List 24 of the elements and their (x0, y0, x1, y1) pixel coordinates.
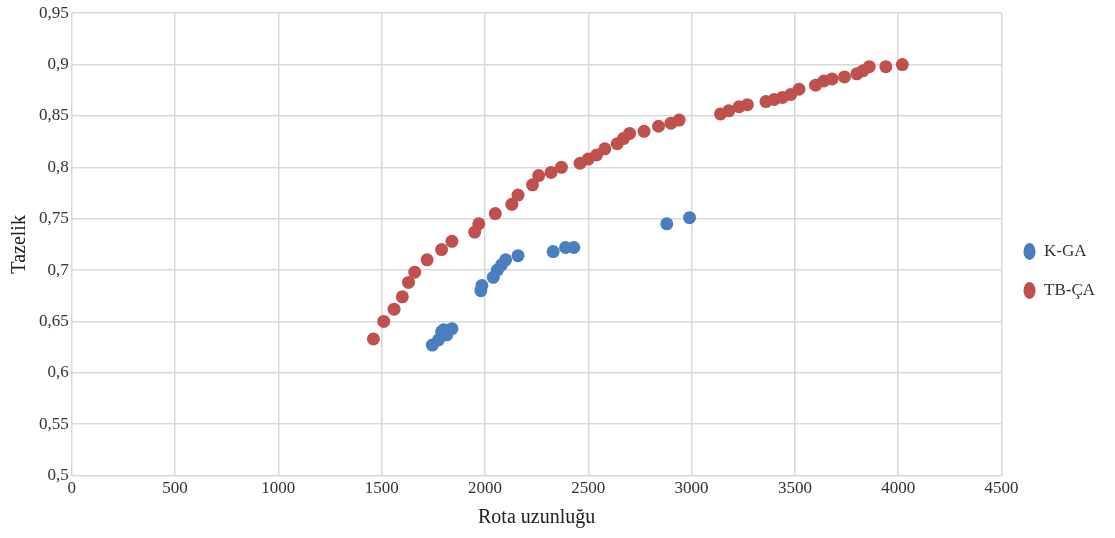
y-tick-label: 0,85 (39, 105, 69, 125)
y-tick-label: 0,65 (39, 310, 69, 330)
x-tick-label: 4000 (881, 478, 916, 498)
y-tick-label: 0,75 (39, 208, 69, 228)
x-tick-label: 3500 (777, 478, 812, 498)
y-tick-label: 0,9 (47, 54, 69, 74)
legend-label: TB-ÇA (1044, 279, 1096, 299)
y-tick-label: 0,6 (47, 362, 69, 382)
y-tick-label: 0,8 (47, 156, 69, 176)
y-tick-label: 0,5 (47, 465, 69, 485)
x-axis-title: Rota uzunluğu (478, 505, 596, 529)
y-tick-label: 0,95 (39, 2, 69, 22)
x-tick-label: 1000 (261, 478, 296, 498)
x-tick-label: 2000 (467, 478, 502, 498)
x-tick-label: 1500 (364, 478, 399, 498)
x-tick-label: 500 (162, 478, 188, 498)
x-tick-label: 4500 (984, 478, 1019, 498)
y-tick-label: 0,55 (39, 413, 69, 433)
legend-label: K-GA (1044, 240, 1088, 260)
x-tick-label: 2500 (571, 478, 606, 498)
x-tick-label: 0 (67, 478, 76, 498)
y-axis-title: Tazelik (7, 215, 30, 274)
x-tick-label: 3000 (674, 478, 709, 498)
y-tick-label: 0,7 (47, 259, 70, 279)
